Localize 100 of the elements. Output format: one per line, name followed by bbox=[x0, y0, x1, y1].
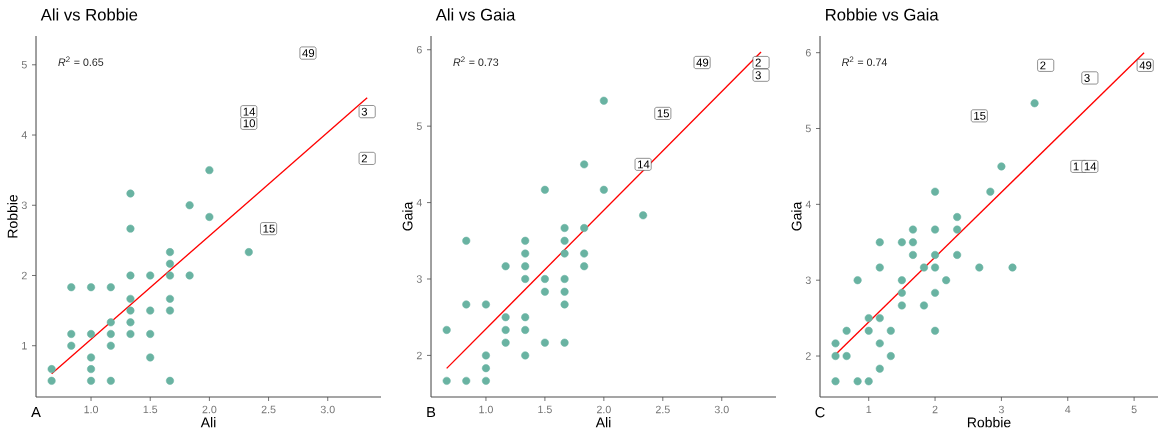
annotation: 14 bbox=[243, 107, 256, 116]
point bbox=[897, 301, 906, 310]
annotation: 49 bbox=[1139, 61, 1152, 70]
point bbox=[521, 275, 530, 283]
y-tick-label: 4 bbox=[805, 200, 811, 209]
point bbox=[87, 353, 96, 362]
text: B bbox=[427, 407, 436, 418]
point bbox=[875, 339, 884, 348]
point bbox=[481, 351, 490, 360]
annotation: R$^{2}$ = 0.65 bbox=[58, 56, 104, 66]
point bbox=[67, 283, 76, 292]
point bbox=[1030, 99, 1039, 108]
point bbox=[106, 318, 115, 327]
annotation: 49 bbox=[696, 58, 709, 67]
point bbox=[953, 250, 962, 259]
point bbox=[87, 283, 96, 292]
x-tick-label: 1.0 bbox=[84, 405, 99, 414]
annotation: 10 bbox=[243, 119, 256, 128]
point bbox=[919, 263, 928, 272]
annotation: 3 bbox=[1084, 73, 1090, 82]
point bbox=[842, 326, 851, 335]
point bbox=[599, 185, 608, 194]
annotation: 3 bbox=[755, 71, 761, 80]
point bbox=[244, 248, 253, 257]
point bbox=[501, 325, 510, 334]
point bbox=[986, 187, 995, 196]
point bbox=[931, 326, 940, 335]
annotation: R$^{2}$ = 0.74 bbox=[841, 56, 888, 66]
point bbox=[501, 313, 510, 322]
point bbox=[442, 376, 451, 385]
point bbox=[146, 306, 155, 315]
point bbox=[897, 238, 906, 247]
point bbox=[897, 288, 906, 297]
x-tick-label: 1 bbox=[866, 405, 872, 414]
annotation: R$^{2}$ = 0.73 bbox=[453, 56, 499, 66]
point bbox=[997, 162, 1006, 171]
y-tick-label: 3 bbox=[805, 276, 811, 284]
point bbox=[886, 326, 895, 335]
point bbox=[47, 365, 56, 374]
point bbox=[146, 353, 155, 362]
point bbox=[953, 213, 962, 222]
point bbox=[560, 236, 569, 245]
point bbox=[185, 201, 194, 210]
chart-title: Robbie vs Gaia bbox=[826, 8, 939, 21]
point bbox=[185, 271, 194, 280]
x-tick-label: 1.0 bbox=[479, 405, 493, 414]
point bbox=[47, 376, 56, 385]
point bbox=[442, 325, 451, 334]
point bbox=[931, 225, 940, 234]
point bbox=[106, 329, 115, 338]
y-axis-title: Gaia bbox=[791, 201, 802, 231]
point bbox=[897, 276, 906, 285]
y-axis-title: Robbie bbox=[7, 194, 18, 238]
y-tick-label: 3 bbox=[416, 275, 422, 283]
y-tick-label: 2 bbox=[805, 352, 811, 360]
x-axis-title: Ali bbox=[595, 417, 611, 428]
point bbox=[931, 187, 940, 196]
y-tick-label: 2 bbox=[21, 271, 27, 280]
point bbox=[481, 300, 490, 309]
point bbox=[864, 326, 873, 335]
point bbox=[831, 377, 840, 386]
point bbox=[87, 365, 96, 374]
point bbox=[580, 224, 589, 233]
point bbox=[908, 250, 917, 259]
y-tick-label: 4 bbox=[416, 198, 422, 207]
point bbox=[580, 262, 589, 271]
point bbox=[481, 364, 490, 373]
x-axis-title: Robbie bbox=[967, 417, 1011, 428]
point bbox=[165, 271, 174, 280]
point bbox=[831, 339, 840, 348]
y-tick-label: 5 bbox=[805, 124, 811, 133]
point bbox=[521, 325, 530, 334]
point bbox=[67, 341, 76, 350]
point bbox=[146, 329, 155, 338]
point bbox=[953, 225, 962, 234]
point bbox=[864, 377, 873, 386]
point bbox=[908, 225, 917, 234]
point bbox=[864, 314, 873, 323]
point bbox=[205, 166, 214, 175]
point bbox=[639, 211, 648, 220]
x-tick-label: 2.5 bbox=[655, 405, 670, 414]
x-tick-label: 2.5 bbox=[261, 405, 276, 414]
point bbox=[462, 300, 471, 309]
point bbox=[165, 248, 174, 257]
point bbox=[521, 262, 530, 271]
point bbox=[580, 160, 589, 169]
point bbox=[540, 338, 549, 347]
point bbox=[842, 352, 851, 361]
point bbox=[165, 306, 174, 315]
point bbox=[126, 189, 135, 198]
x-axis-title: Ali bbox=[200, 417, 216, 428]
point bbox=[205, 212, 214, 221]
point bbox=[560, 275, 569, 283]
annotation: 2 bbox=[1040, 61, 1046, 70]
point bbox=[521, 249, 530, 258]
x-tick-label: 2 bbox=[932, 405, 938, 414]
point bbox=[540, 275, 549, 283]
annotation: 15 bbox=[657, 109, 669, 118]
annotation: 49 bbox=[302, 49, 315, 58]
point bbox=[462, 376, 471, 385]
